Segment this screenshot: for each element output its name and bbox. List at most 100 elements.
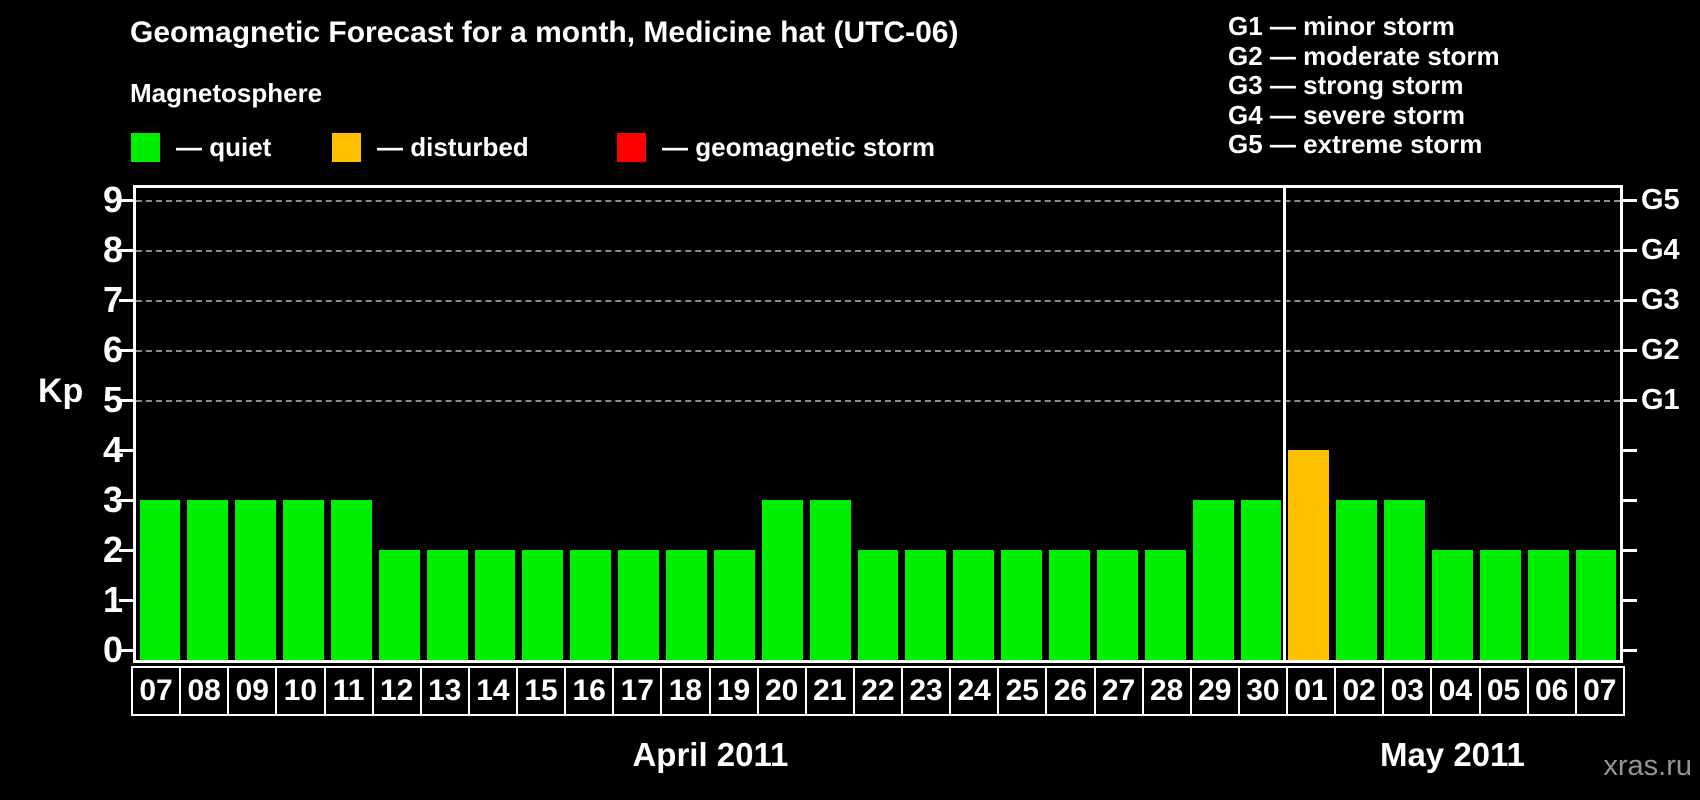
y-axis-tick-left	[119, 399, 133, 402]
y-axis-label-1: 1	[102, 579, 123, 620]
legend-item-label: — disturbed	[377, 131, 529, 162]
day-label-26: 26	[1045, 666, 1096, 716]
day-label-07: 07	[1574, 666, 1625, 716]
y-axis-label-4: 4	[102, 429, 123, 470]
month-separator	[1283, 188, 1287, 660]
right-axis-label-g4: G4	[1641, 234, 1680, 266]
y-axis-label-5: 5	[102, 379, 123, 420]
y-axis-label-8: 8	[102, 229, 123, 270]
kp-bar-28	[1144, 550, 1186, 660]
day-label-29: 29	[1189, 666, 1240, 716]
y-axis-label-2: 2	[102, 529, 123, 570]
legend-item-label: — geomagnetic storm	[662, 131, 936, 162]
kp-bar-06	[1527, 550, 1569, 660]
kp-bar-17	[618, 550, 660, 660]
kp-bar-23	[905, 550, 947, 660]
kp-bar-08	[187, 500, 229, 660]
kp-bar-11	[330, 500, 372, 660]
kp-bar-29	[1192, 500, 1234, 660]
storm-scale-g4: G4 — severe storm	[1228, 99, 1466, 130]
right-axis-label-g3: G3	[1641, 284, 1680, 316]
y-axis-tick-right	[1623, 649, 1637, 652]
kp-bar-24	[953, 550, 995, 660]
day-label-01: 01	[1286, 666, 1337, 716]
kp-bar-01	[1288, 450, 1330, 660]
day-label-02: 02	[1334, 666, 1385, 716]
month-label-may: May 2011	[1379, 736, 1525, 773]
day-label-04: 04	[1430, 666, 1481, 716]
day-label-09: 09	[227, 666, 278, 716]
day-label-18: 18	[660, 666, 711, 716]
y-axis-tick-right	[1623, 349, 1637, 352]
y-axis-title: Kp	[38, 372, 84, 410]
y-axis-tick-right	[1623, 249, 1637, 252]
kp-bar-15	[522, 550, 564, 660]
watermark: xras.ru	[1603, 750, 1692, 782]
plot-area	[133, 185, 1623, 663]
kp-bar-05	[1479, 550, 1521, 660]
legend-item-label: — quiet	[176, 131, 272, 162]
day-label-30: 30	[1237, 666, 1288, 716]
y-axis-label-3: 3	[102, 479, 123, 520]
day-label-28: 28	[1141, 666, 1192, 716]
day-label-25: 25	[997, 666, 1048, 716]
storm-scale-g5: G5 — extreme storm	[1228, 129, 1483, 159]
kp-bar-19	[713, 550, 755, 660]
day-label-07: 07	[131, 666, 182, 716]
day-label-10: 10	[275, 666, 326, 716]
storm-color-swatch	[617, 132, 646, 162]
storm-scale-g2: G2 — moderate storm	[1228, 40, 1500, 71]
y-axis-tick-left	[119, 499, 133, 502]
day-label-05: 05	[1478, 666, 1529, 716]
kp-bar-13	[426, 550, 468, 660]
day-label-23: 23	[901, 666, 952, 716]
day-label-15: 15	[516, 666, 567, 716]
day-label-16: 16	[564, 666, 615, 716]
kp-bar-03	[1384, 500, 1425, 660]
gridline-kp5	[136, 400, 1620, 402]
y-axis-tick-left	[119, 549, 133, 552]
day-label-14: 14	[467, 666, 518, 716]
kp-bar-26	[1049, 550, 1090, 660]
day-label-08: 08	[179, 666, 230, 716]
kp-bar-21	[809, 500, 851, 660]
storm-scale-legend: G1 — minor storm G2 — moderate storm G3 …	[1228, 11, 1500, 160]
kp-bar-04	[1432, 550, 1473, 660]
y-axis-label-7: 7	[102, 279, 123, 320]
x-axis-day-labels: 07 08 09 10 11 12 13 14 15 16 17 18 19 20 21 22 23 24 25 26…	[131, 666, 1625, 716]
disturbed-color-swatch	[332, 132, 361, 162]
page-title: Geomagnetic Forecast for a month, Medici…	[130, 16, 959, 49]
day-label-17: 17	[612, 666, 663, 716]
gridline-kp6	[136, 350, 1620, 352]
day-label-13: 13	[419, 666, 470, 716]
day-label-27: 27	[1093, 666, 1144, 716]
gridline-kp8	[136, 250, 1620, 252]
y-axis-tick-right	[1623, 399, 1637, 402]
kp-bar-07	[1575, 550, 1617, 660]
magnetosphere-label: Magnetosphere	[130, 78, 323, 108]
day-label-20: 20	[756, 666, 807, 716]
y-axis-tick-left	[119, 449, 133, 452]
kp-bar-02	[1336, 500, 1378, 660]
legend-item-disturbed: — disturbed	[332, 131, 529, 163]
y-axis-tick-left	[119, 299, 133, 302]
kp-bar-18	[666, 550, 707, 660]
kp-bar-14	[474, 550, 516, 660]
legend-item-storm: — geomagnetic storm	[617, 131, 935, 163]
kp-bar-09	[235, 500, 277, 660]
y-axis-tick-left	[119, 649, 133, 652]
kp-bar-16	[570, 550, 612, 660]
kp-bar-30	[1240, 500, 1282, 660]
kp-bar-22	[857, 550, 899, 660]
legend-item-quiet: — quiet	[131, 131, 271, 163]
kp-bar-07	[139, 500, 181, 660]
day-label-06: 06	[1526, 666, 1577, 716]
day-label-21: 21	[804, 666, 855, 716]
right-axis-label-g5: G5	[1641, 184, 1680, 216]
storm-scale-g1: G1 — minor storm	[1228, 11, 1455, 41]
y-axis-label-6: 6	[102, 329, 123, 370]
day-label-22: 22	[852, 666, 903, 716]
y-axis-tick-right	[1623, 599, 1637, 602]
storm-scale-g3: G3 — strong storm	[1228, 70, 1464, 100]
right-axis-label-g1: G1	[1641, 384, 1680, 416]
